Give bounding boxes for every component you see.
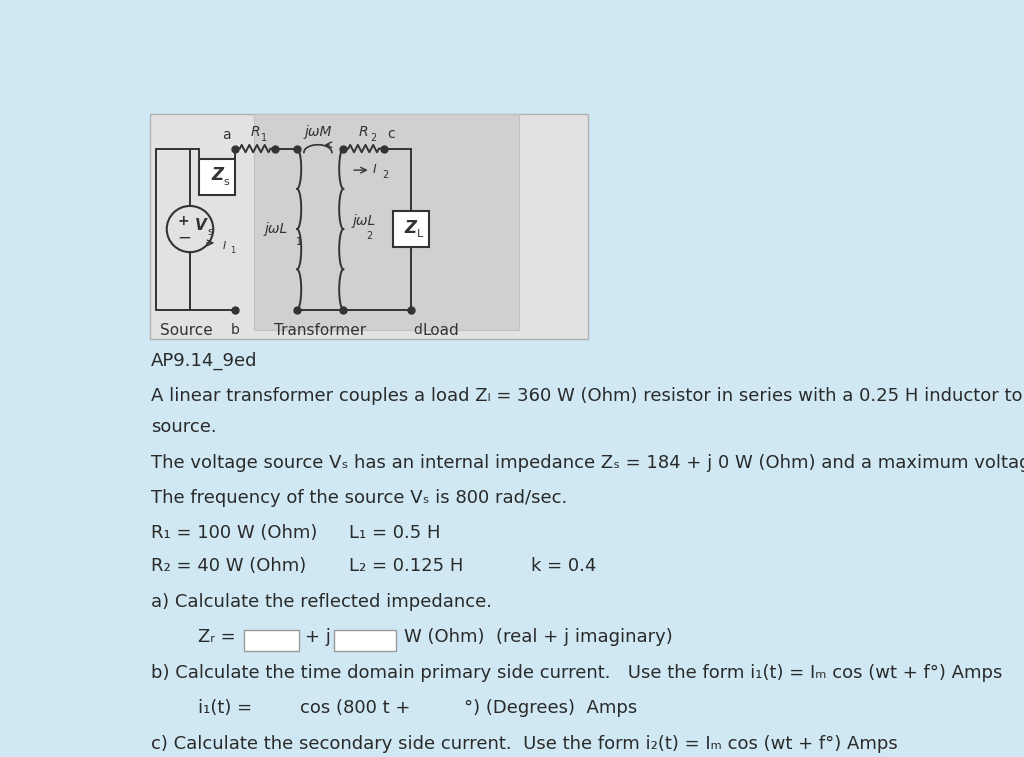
Text: Z: Z [211, 166, 223, 184]
Text: °) (Degrees)  Amps: °) (Degrees) Amps [464, 699, 637, 717]
Text: jωM: jωM [304, 125, 332, 139]
Text: I: I [373, 163, 377, 176]
Text: b: b [230, 323, 240, 338]
Text: b) Calculate the time domain primary side current.   Use the form i₁(t) = Iₘ cos: b) Calculate the time domain primary sid… [152, 664, 1002, 682]
Bar [393, 211, 429, 247]
Text: c: c [387, 127, 394, 141]
Text: 2: 2 [370, 133, 376, 143]
Text: R: R [358, 125, 369, 139]
Text: Z: Z [404, 219, 417, 236]
Text: R₂ = 40 W (Ohm): R₂ = 40 W (Ohm) [152, 557, 306, 575]
Text: Source: Source [160, 323, 213, 338]
Text: AP9.14_9ed: AP9.14_9ed [152, 352, 258, 370]
Text: 2: 2 [367, 231, 373, 241]
Text: s: s [223, 177, 229, 188]
Text: W (Ohm)  (real + j imaginary): W (Ohm) (real + j imaginary) [403, 628, 673, 646]
Text: k = 0.4: k = 0.4 [531, 557, 596, 575]
Bar [400, 701, 459, 722]
Text: a) Calculate the reflected impedance.: a) Calculate the reflected impedance. [152, 593, 493, 611]
FancyBboxPatch shape [254, 114, 519, 329]
Text: a: a [221, 128, 230, 142]
Bar [254, 701, 294, 722]
Text: The frequency of the source Vₛ is 800 rad/sec.: The frequency of the source Vₛ is 800 ra… [152, 489, 567, 507]
Text: The voltage source Vₛ has an internal impedance Zₛ = 184 + j 0 W (Ohm) and a max: The voltage source Vₛ has an internal im… [152, 453, 1024, 472]
Text: L: L [417, 229, 423, 239]
Text: Transformer: Transformer [274, 323, 367, 338]
Text: R₁ = 100 W (Ohm): R₁ = 100 W (Ohm) [152, 525, 317, 542]
Text: c) Calculate the secondary side current.  Use the form i₂(t) = Iₘ cos (wt + f°) : c) Calculate the secondary side current.… [152, 734, 898, 752]
Text: L₁ = 0.5 H: L₁ = 0.5 H [349, 525, 440, 542]
Text: R: R [250, 125, 260, 139]
Text: jωL: jωL [352, 214, 376, 229]
Bar [334, 630, 396, 652]
Text: +: + [178, 214, 189, 229]
FancyBboxPatch shape [150, 114, 588, 339]
Text: + j: + j [305, 628, 331, 646]
Text: source.: source. [152, 418, 217, 436]
Bar [245, 630, 299, 652]
Text: i₁(t) =: i₁(t) = [198, 699, 252, 717]
Text: d: d [414, 323, 422, 338]
Text: 1: 1 [230, 246, 236, 255]
Text: V: V [195, 218, 207, 232]
Text: −: − [177, 229, 190, 247]
Text: L₂ = 0.125 H: L₂ = 0.125 H [349, 557, 463, 575]
Text: cos (800 t +: cos (800 t + [300, 699, 411, 717]
Text: s: s [207, 227, 213, 237]
Text: Zᵣ =: Zᵣ = [198, 628, 236, 646]
Bar [200, 160, 234, 195]
Text: 1: 1 [296, 237, 302, 247]
Text: A linear transformer couples a load Zₗ = 360 W (Ohm) resistor in series with a 0: A linear transformer couples a load Zₗ =… [152, 388, 1024, 405]
Text: 2: 2 [382, 170, 388, 179]
Text: jωL: jωL [264, 222, 288, 236]
Text: 1: 1 [261, 133, 267, 143]
Text: I: I [222, 241, 226, 251]
Text: Load: Load [423, 323, 459, 338]
